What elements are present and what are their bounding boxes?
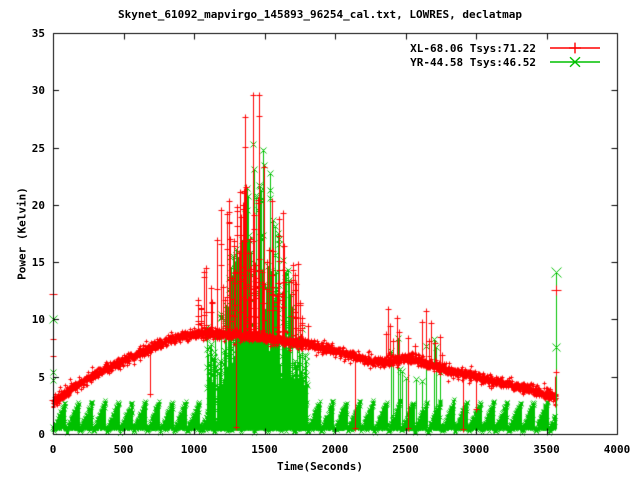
y-tick-label: 5 [38, 370, 45, 384]
y-axis-label: Power (Kelvin) [15, 187, 29, 280]
legend-key-xl [550, 42, 600, 54]
x-tick-label: 1000 [180, 443, 208, 456]
x-tick-label: 2000 [321, 443, 349, 456]
x-tick-label: 1500 [251, 443, 278, 456]
x-tick-label: 3500 [533, 443, 560, 456]
y-tick-label: 0 [38, 428, 45, 441]
x-tick-label: 500 [113, 443, 134, 456]
y-tick-label: 15 [31, 256, 45, 270]
x-axis-label: Time(Seconds) [276, 460, 364, 473]
y-tick-label: 25 [31, 141, 45, 155]
y-tick-label: 35 [31, 27, 45, 40]
x-tick-label: 2500 [392, 443, 419, 456]
legend-entry-label-0: XL-68.06 Tsys:71.22 [410, 42, 536, 55]
legend-key-yr [550, 56, 600, 68]
y-tick-label: 20 [31, 198, 45, 212]
legend-entry-label-1: YR-44.58 Tsys:46.52 [410, 56, 536, 69]
x-tick-label: 3000 [462, 443, 490, 456]
x-tick-label: 0 [49, 443, 57, 456]
page-title: Skynet_61092_mapvirgo_145893_96254_cal.t… [118, 8, 522, 21]
y-tick-label: 10 [31, 313, 45, 327]
x-tick-label: 4000 [603, 443, 631, 456]
y-tick-label: 30 [31, 84, 45, 98]
